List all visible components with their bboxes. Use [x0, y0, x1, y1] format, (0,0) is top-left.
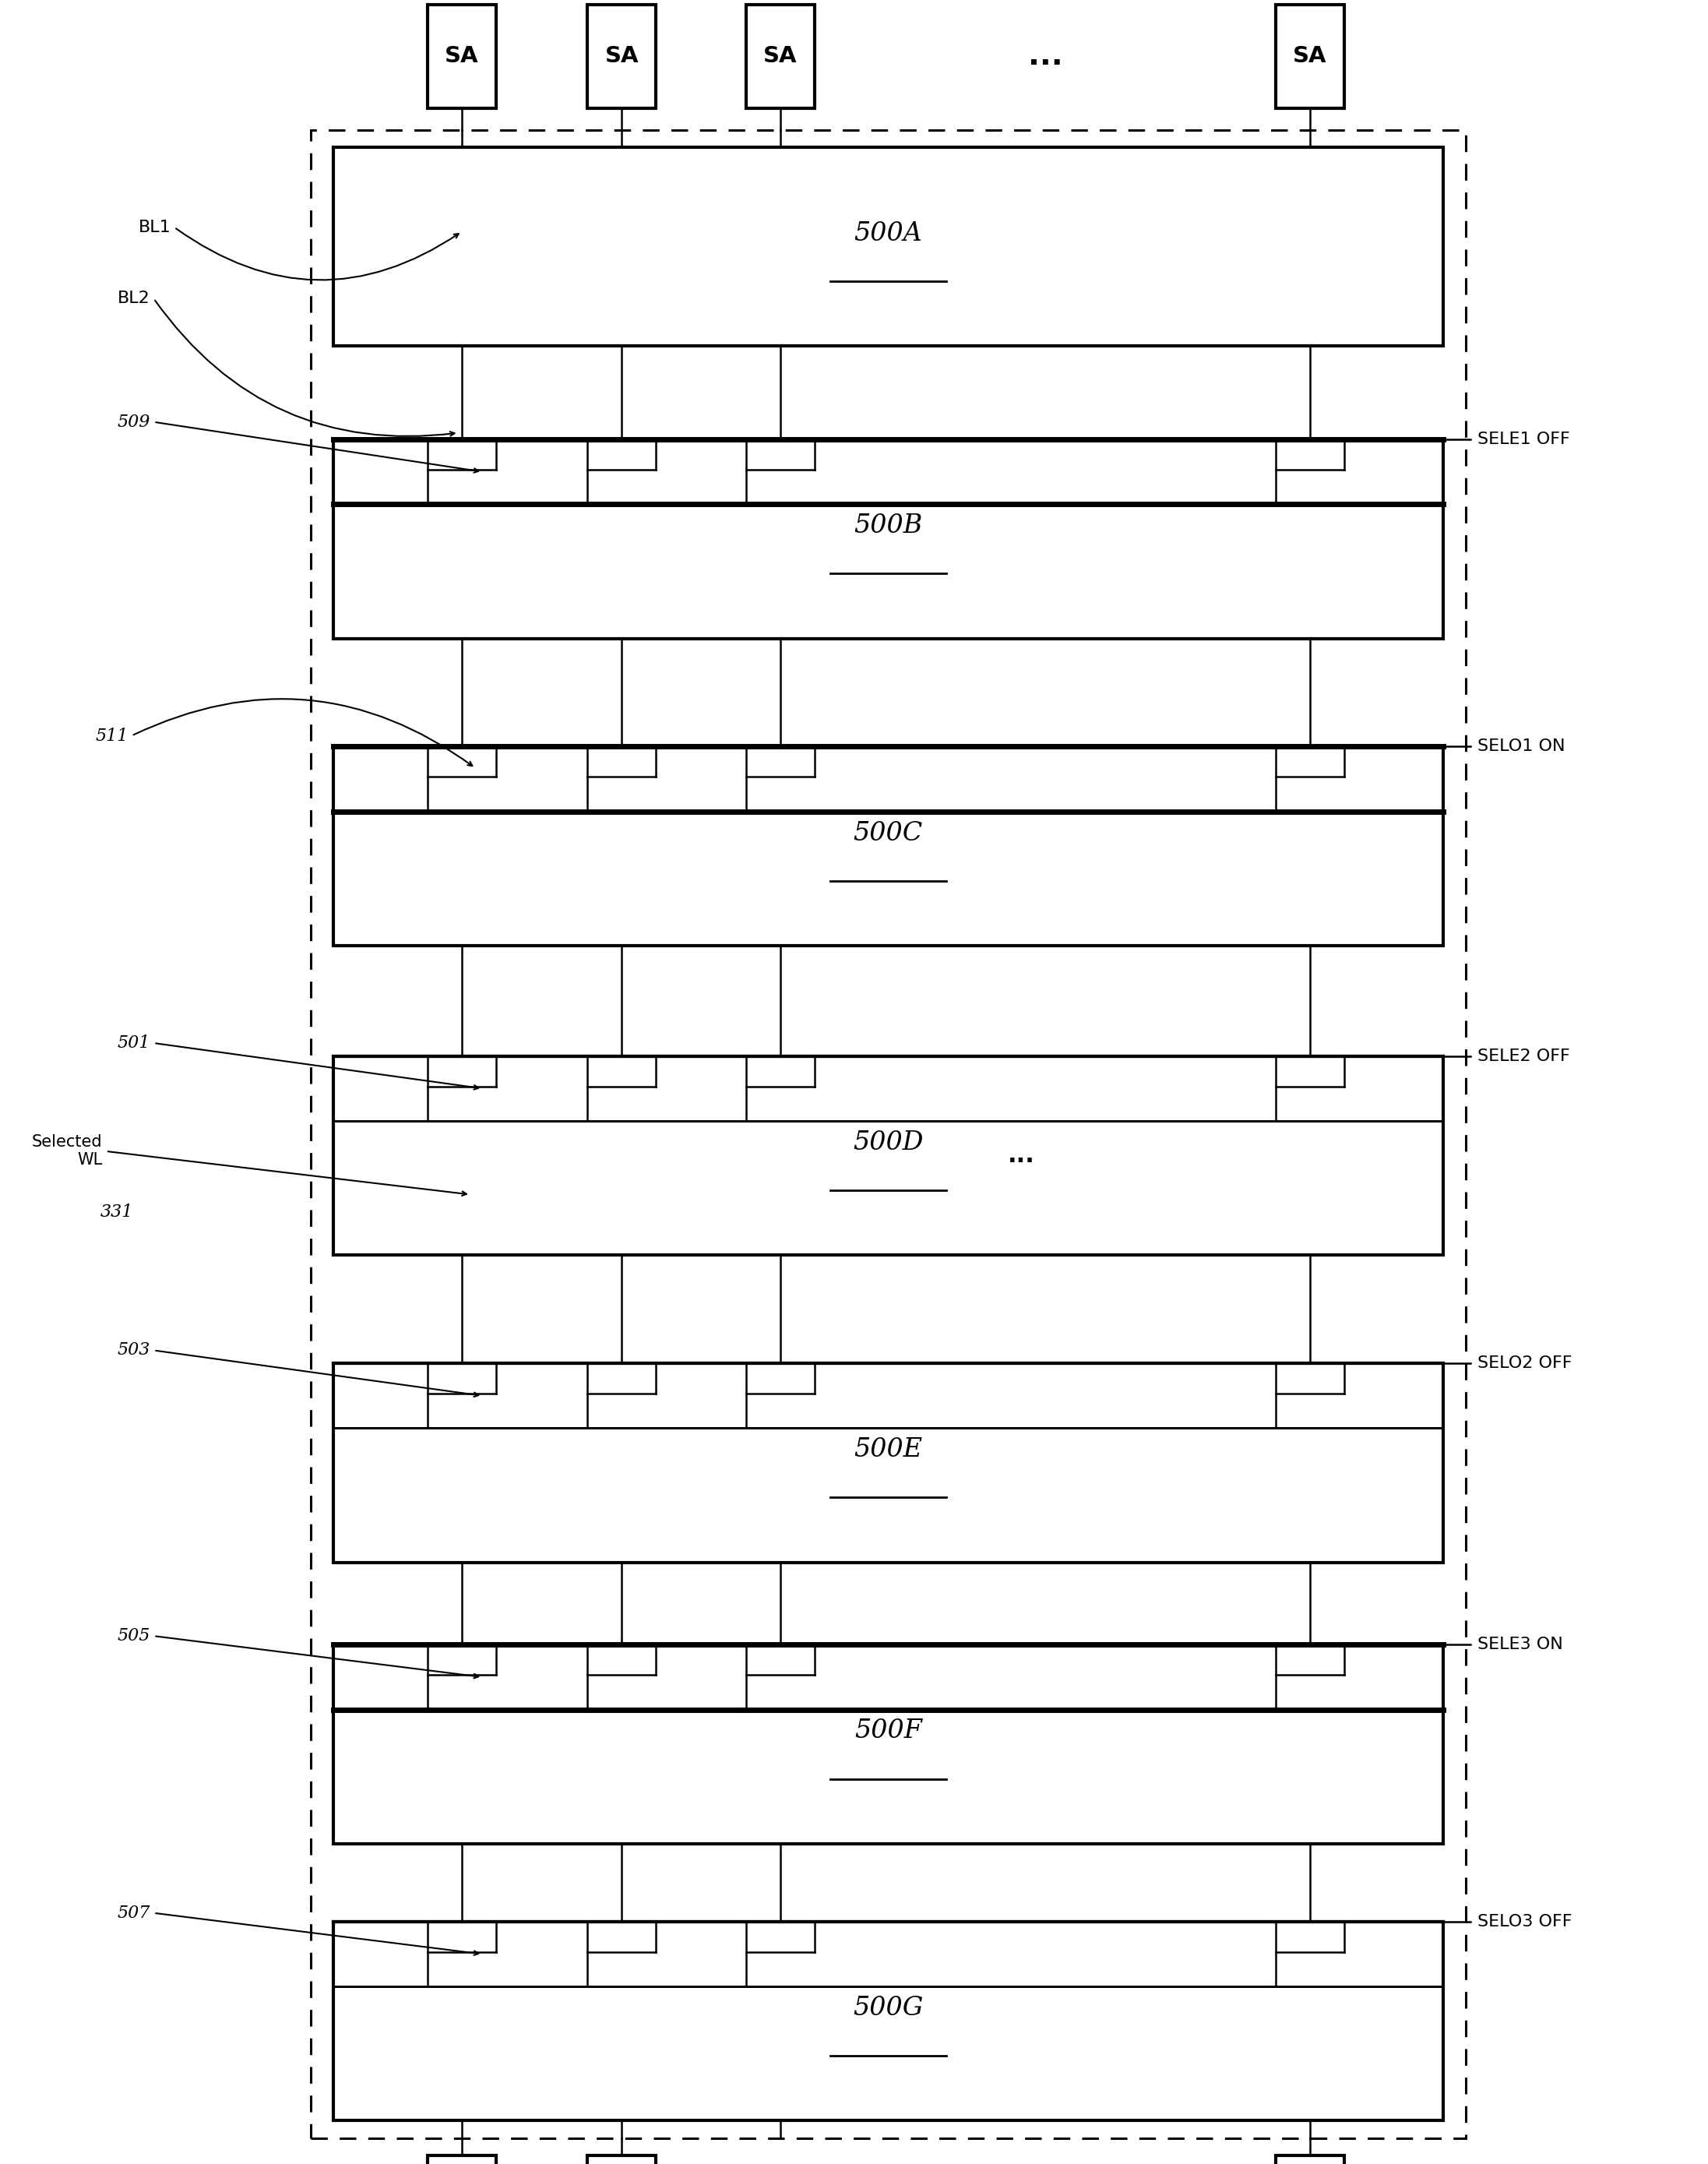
- Text: 511: 511: [96, 727, 128, 744]
- Bar: [333, 1056, 1443, 1255]
- Bar: [311, 130, 1465, 2138]
- Bar: [333, 439, 1443, 638]
- Text: SELO1 ON: SELO1 ON: [1477, 738, 1565, 755]
- Text: BL1: BL1: [138, 219, 171, 236]
- Text: SA: SA: [1293, 45, 1327, 67]
- Bar: [427, 2155, 497, 2164]
- Bar: [1276, 4, 1344, 108]
- Text: 500A: 500A: [854, 221, 922, 247]
- Text: SA: SA: [444, 45, 478, 67]
- Text: SELO2 OFF: SELO2 OFF: [1477, 1355, 1571, 1372]
- Text: 500D: 500D: [852, 1130, 924, 1156]
- Text: 500B: 500B: [854, 513, 922, 539]
- Text: 500F: 500F: [854, 1718, 922, 1744]
- Bar: [427, 4, 497, 108]
- Text: SELO3 OFF: SELO3 OFF: [1477, 1913, 1571, 1930]
- Text: SA: SA: [605, 45, 639, 67]
- Bar: [333, 1363, 1443, 1562]
- Bar: [333, 147, 1443, 346]
- Bar: [746, 4, 815, 108]
- Bar: [1276, 2155, 1344, 2164]
- Text: ...: ...: [1008, 1145, 1035, 1166]
- Text: 501: 501: [118, 1034, 150, 1052]
- Text: Selected
WL: Selected WL: [32, 1134, 102, 1169]
- Text: 500C: 500C: [854, 820, 922, 846]
- Text: 503: 503: [118, 1342, 150, 1359]
- Text: 505: 505: [118, 1627, 150, 1645]
- Text: 507: 507: [118, 1904, 150, 1922]
- Bar: [333, 1922, 1443, 2121]
- Text: 500E: 500E: [854, 1437, 922, 1463]
- Bar: [588, 4, 656, 108]
- Bar: [333, 1645, 1443, 1844]
- Text: SELE3 ON: SELE3 ON: [1477, 1636, 1563, 1653]
- Text: ...: ...: [1028, 41, 1062, 71]
- Text: SELE1 OFF: SELE1 OFF: [1477, 431, 1570, 448]
- Text: 500G: 500G: [852, 1995, 924, 2021]
- Text: 331: 331: [101, 1203, 133, 1220]
- Bar: [588, 2155, 656, 2164]
- Text: BL2: BL2: [118, 290, 150, 307]
- Text: SA: SA: [763, 45, 798, 67]
- Text: 509: 509: [118, 413, 150, 431]
- Text: SELE2 OFF: SELE2 OFF: [1477, 1047, 1570, 1065]
- Bar: [333, 747, 1443, 946]
